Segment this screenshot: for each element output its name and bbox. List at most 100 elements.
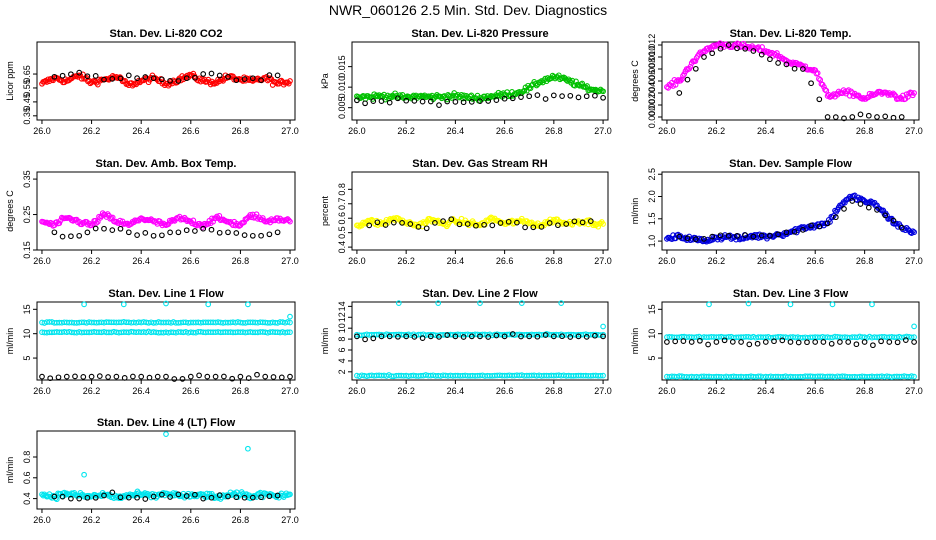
data-point	[120, 301, 127, 308]
data-point	[125, 229, 132, 236]
data-point	[808, 222, 814, 229]
x-tick-label: 26.4	[757, 126, 775, 136]
y-tick-label: 0.005	[337, 96, 347, 119]
y-tick-label: 0.55	[22, 79, 32, 97]
y-tick-label: 10	[22, 329, 32, 339]
chart-panel: Stan. Dev. Gas Stream RH 26.0 26.2 26.4 26.6…	[320, 158, 612, 266]
data-point	[68, 233, 74, 240]
data-point	[167, 77, 173, 84]
data-point	[258, 77, 264, 84]
data-point	[823, 87, 830, 94]
data-point	[452, 333, 459, 340]
data-point	[287, 373, 293, 380]
data-point	[51, 73, 58, 80]
data-point	[898, 114, 905, 120]
data-point	[575, 333, 582, 340]
data-point	[468, 333, 475, 340]
data-point	[200, 225, 207, 232]
data-point	[579, 219, 586, 226]
y-tick-label: 0.002	[647, 94, 657, 117]
data-point	[395, 300, 402, 306]
chart-title: Stan. Dev. Li-820 Pressure	[411, 28, 548, 40]
data-point	[56, 220, 63, 227]
data-point	[501, 333, 508, 340]
data-point	[241, 76, 248, 82]
data-point	[192, 228, 198, 234]
data-point	[59, 493, 66, 500]
data-point	[84, 73, 91, 80]
data-point	[140, 491, 147, 498]
data-point	[824, 220, 831, 227]
data-point	[88, 373, 95, 380]
data-point	[76, 495, 83, 502]
data-point	[68, 71, 74, 78]
data-point	[233, 230, 240, 236]
y-tick-label: 6	[337, 347, 347, 352]
data-point	[890, 217, 897, 224]
x-tick-label: 26.4	[132, 386, 150, 396]
x-tick-label: 26.2	[83, 386, 101, 396]
data-point	[354, 97, 360, 104]
data-point	[200, 495, 207, 502]
x-tick-label: 26.2	[397, 256, 415, 266]
data-point	[837, 339, 843, 345]
y-axis-label: percent	[320, 195, 330, 226]
data-point	[754, 340, 761, 347]
data-point	[890, 114, 897, 121]
data-point	[664, 339, 670, 345]
data-point	[164, 490, 171, 497]
y-axis-label: ml/min	[320, 328, 330, 355]
y-tick-label: 1.0	[647, 235, 657, 248]
data-point	[458, 92, 465, 98]
data-point	[559, 93, 565, 99]
x-tick-label: 26.6	[496, 126, 514, 136]
data-point	[444, 98, 451, 105]
data-point	[101, 76, 107, 83]
data-point	[287, 491, 293, 498]
chart-title: Stan. Dev. Sample Flow	[729, 158, 852, 170]
data-point	[893, 220, 900, 227]
data-point	[76, 69, 83, 76]
x-tick-label: 26.6	[182, 256, 200, 266]
data-point	[51, 493, 58, 500]
data-point	[241, 232, 248, 238]
y-tick-label: 12	[337, 312, 347, 322]
data-point	[68, 495, 74, 502]
y-axis-label: degrees C	[630, 60, 640, 102]
data-point	[284, 329, 291, 336]
data-point	[675, 77, 681, 83]
y-tick-label: 1.5	[647, 213, 657, 226]
y-tick-label: 0.15	[22, 241, 32, 259]
x-tick-label: 26.8	[232, 515, 250, 525]
data-point	[832, 214, 839, 221]
data-point	[249, 232, 256, 239]
plot-frame	[36, 41, 296, 121]
data-point	[415, 224, 422, 230]
data-point	[403, 97, 410, 104]
data-point	[390, 219, 397, 226]
data-point	[680, 338, 687, 344]
data-point	[905, 93, 911, 100]
data-point	[159, 491, 165, 498]
data-point	[167, 494, 173, 500]
data-point	[386, 333, 393, 340]
data-point	[832, 114, 839, 120]
data-point	[567, 334, 574, 340]
data-point	[822, 86, 828, 93]
data-point	[159, 76, 165, 83]
data-point	[734, 45, 740, 52]
data-point	[886, 339, 893, 345]
data-point	[762, 339, 769, 345]
x-tick-label: 26.0	[658, 126, 676, 136]
data-point	[869, 199, 875, 205]
data-point	[550, 333, 557, 340]
y-tick-label: 0.6	[337, 212, 347, 225]
data-point	[142, 496, 149, 502]
data-point	[736, 44, 743, 51]
data-point	[125, 494, 132, 501]
x-tick-label: 26.2	[397, 126, 415, 136]
data-point	[229, 375, 236, 382]
data-point	[841, 206, 847, 212]
data-point	[274, 72, 281, 79]
